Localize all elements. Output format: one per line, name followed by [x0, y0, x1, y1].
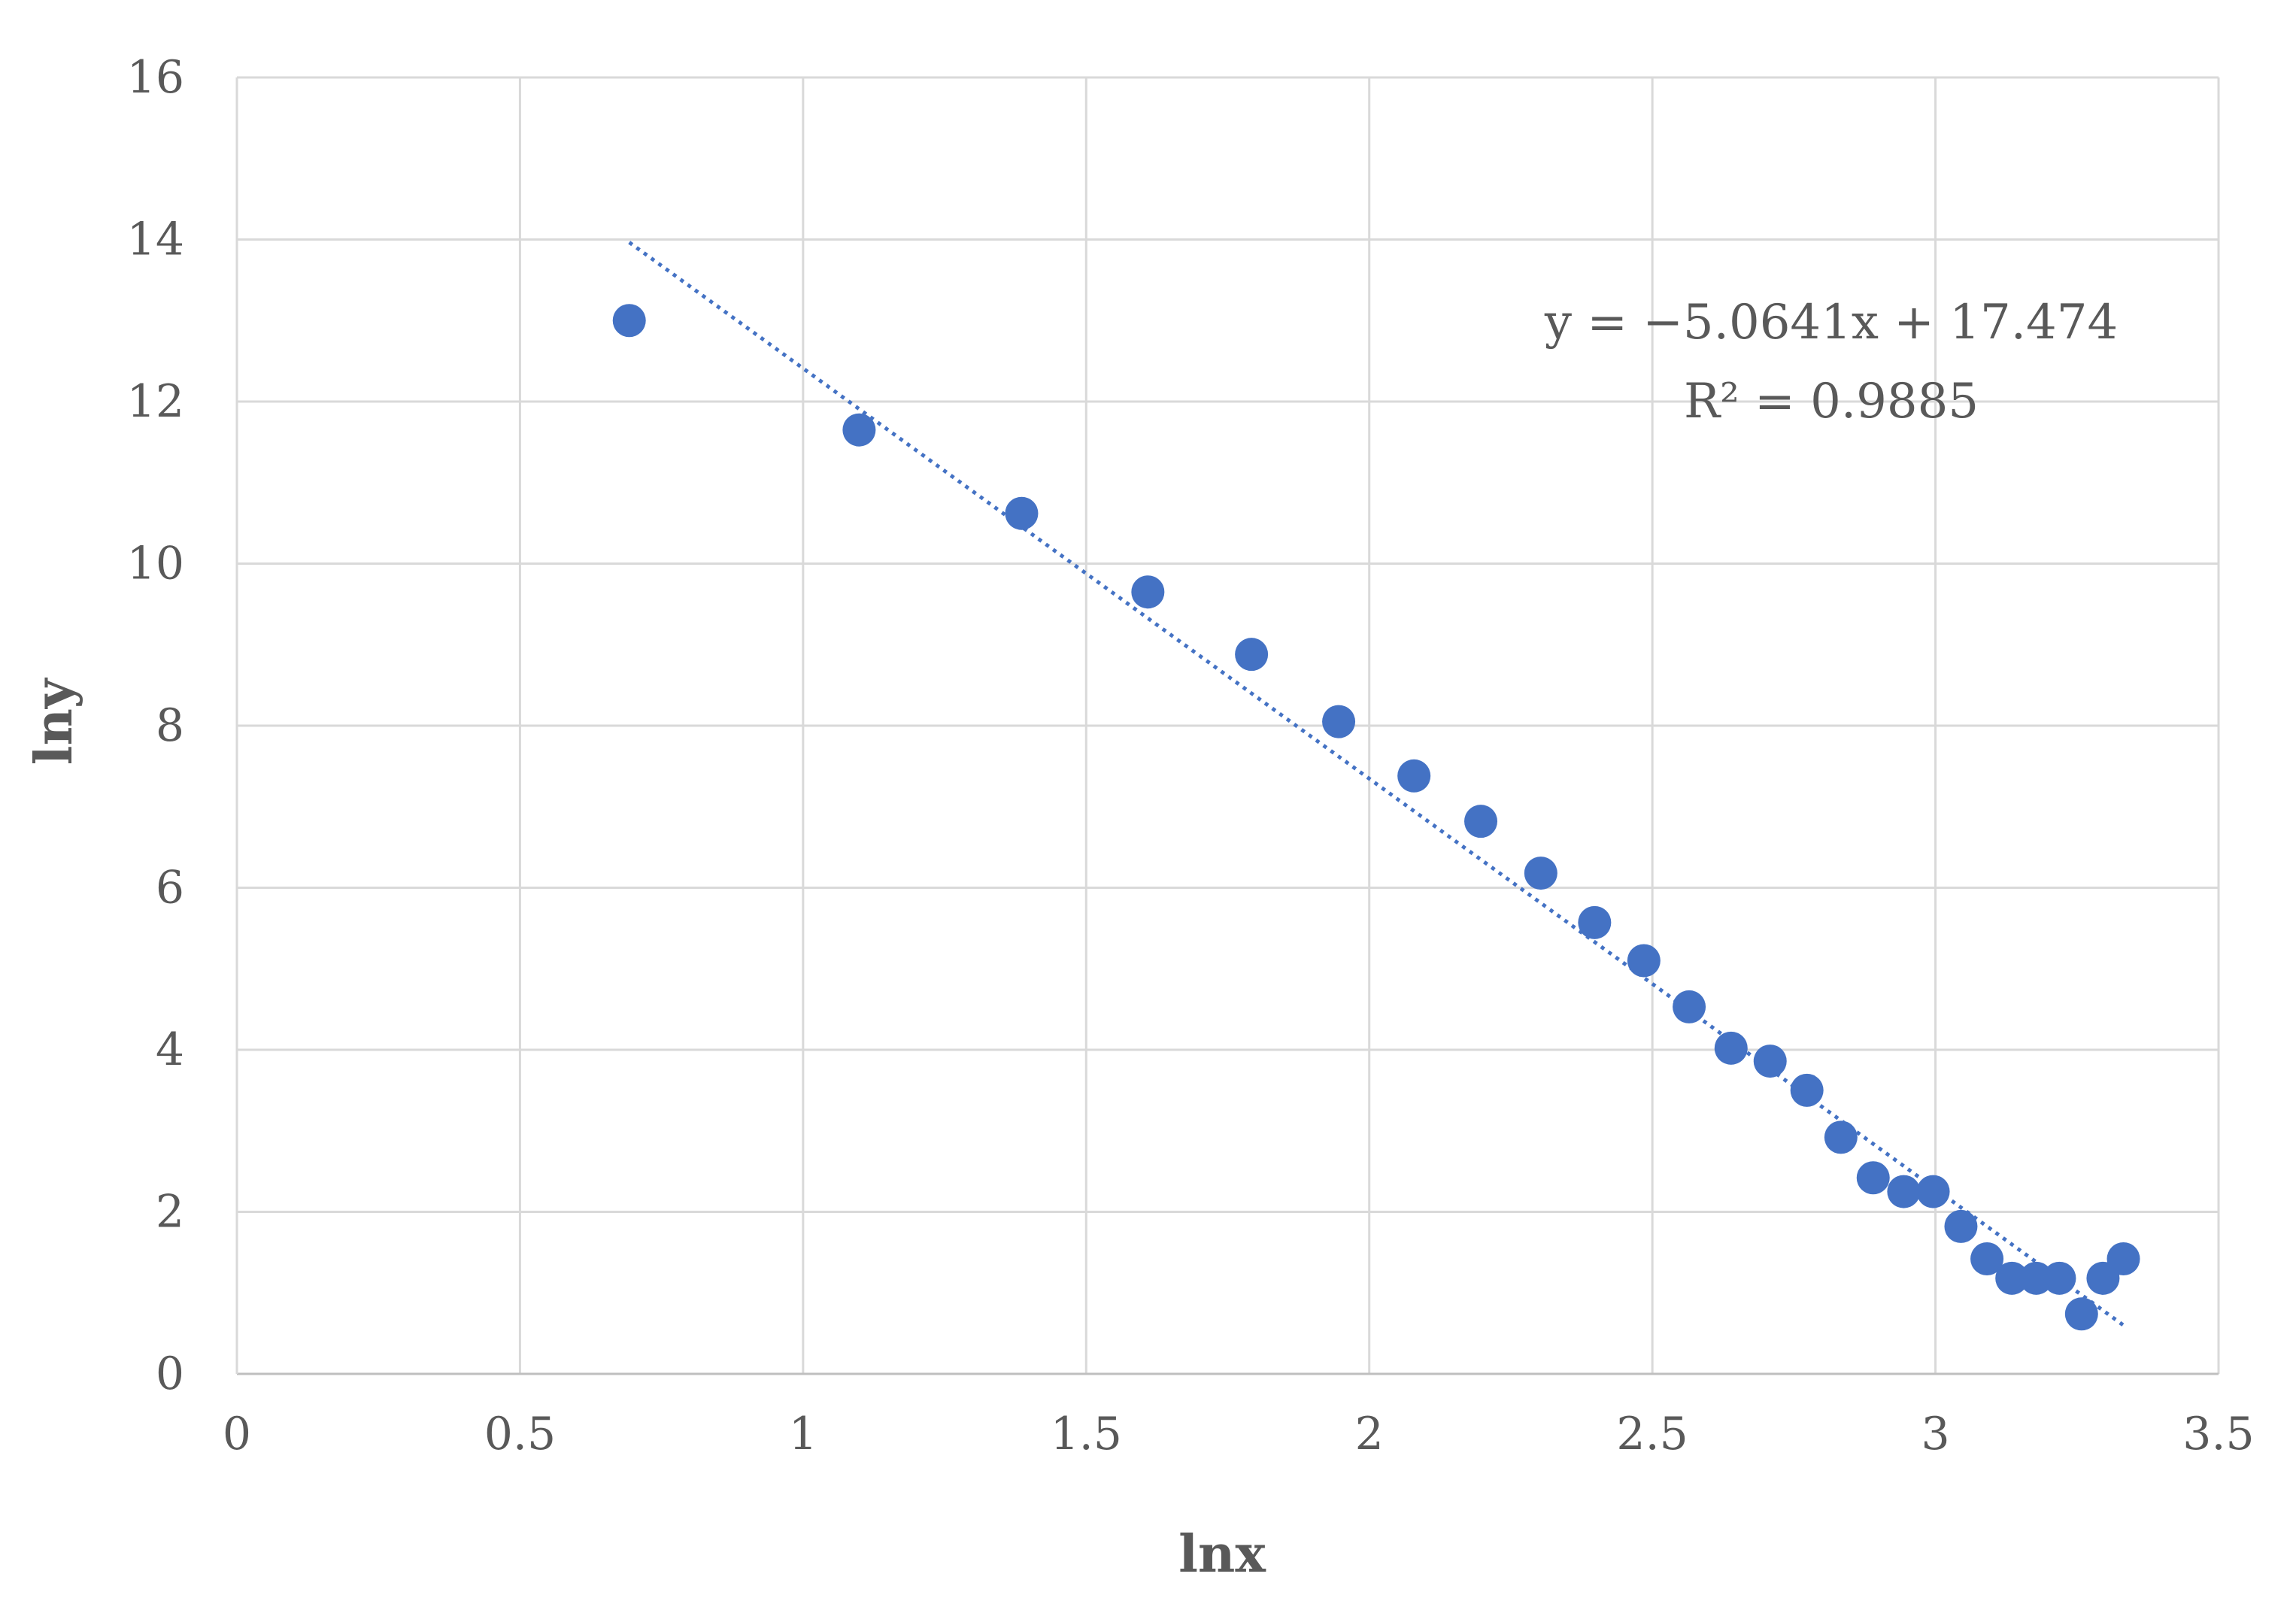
- x-tick-label: 2: [1355, 1408, 1384, 1460]
- x-axis-title: lnx: [1178, 1524, 1266, 1584]
- y-tick-label: 12: [127, 375, 184, 428]
- data-point-18: [1916, 1175, 1950, 1208]
- y-tick-label: 16: [127, 51, 184, 104]
- x-tick-label: 0.5: [484, 1408, 556, 1460]
- data-point-12: [1714, 1031, 1748, 1065]
- y-tick-label: 10: [127, 538, 184, 590]
- y-tick-label: 6: [156, 862, 184, 914]
- data-point-6: [1397, 759, 1431, 793]
- data-point-17: [1887, 1175, 1921, 1208]
- axes: [235, 77, 2219, 1375]
- data-point-0: [612, 304, 646, 338]
- data-point-10: [1627, 944, 1661, 978]
- trendline-group: [628, 241, 2125, 1327]
- data-point-3: [1131, 575, 1165, 609]
- x-tick-label: 2.5: [1616, 1408, 1688, 1460]
- gridlines: [237, 76, 2220, 1374]
- x-tick-label: 1: [789, 1408, 817, 1460]
- data-point-20: [1970, 1242, 2004, 1275]
- data-point-13: [1753, 1045, 1787, 1078]
- data-point-7: [1464, 805, 1498, 838]
- data-point-21: [1995, 1261, 2029, 1295]
- data-point-11: [1673, 990, 1706, 1023]
- y-axis-title: lny: [24, 677, 84, 765]
- y-tick-label: 0: [156, 1348, 184, 1400]
- data-point-22: [2019, 1261, 2053, 1295]
- trendline-equation: y = −5.0641x + 17.474: [1544, 295, 2118, 350]
- data-point-24: [2064, 1297, 2098, 1331]
- data-point-2: [1005, 496, 1039, 530]
- data-point-5: [1322, 705, 1356, 738]
- data-point-8: [1524, 857, 1557, 890]
- data-points: [612, 304, 2140, 1331]
- data-point-9: [1578, 905, 1612, 939]
- data-point-26: [2106, 1242, 2140, 1275]
- x-tick-label: 3: [1921, 1408, 1949, 1460]
- x-tick-label: 1.5: [1051, 1408, 1122, 1460]
- data-point-23: [2043, 1261, 2076, 1295]
- x-tick-labels: 0 0.5 1 1.5 2 2.5 3 3.5: [223, 1408, 2255, 1460]
- y-tick-label: 8: [156, 699, 184, 752]
- y-tick-label: 14: [127, 214, 184, 266]
- data-point-4: [1235, 638, 1269, 672]
- trendline-r-squared: R² = 0.9885: [1684, 374, 1979, 429]
- data-point-1: [842, 413, 876, 447]
- y-tick-label: 4: [156, 1023, 184, 1076]
- trendline: [628, 241, 2125, 1327]
- x-tick-label: 0: [223, 1408, 251, 1460]
- data-point-16: [1856, 1161, 1890, 1195]
- y-tick-labels: 0 2 4 6 8 10 12 14 16: [127, 51, 184, 1400]
- y-tick-label: 2: [156, 1186, 184, 1239]
- data-point-15: [1824, 1120, 1858, 1154]
- x-tick-label: 3.5: [2182, 1408, 2254, 1460]
- data-point-19: [1944, 1209, 1978, 1243]
- data-point-14: [1790, 1073, 1824, 1107]
